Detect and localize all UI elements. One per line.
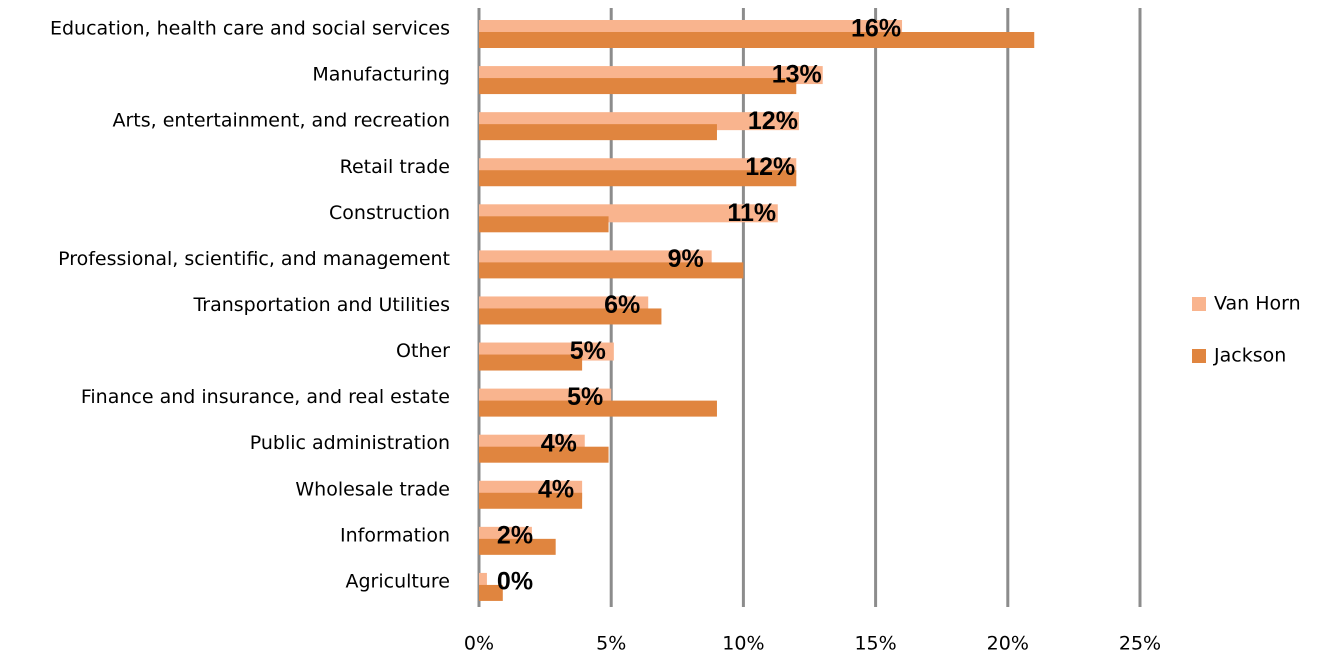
bar xyxy=(479,262,744,279)
bar xyxy=(479,572,487,591)
bar xyxy=(479,124,717,141)
data-label: 4% xyxy=(541,429,577,457)
y-tick-label: Other xyxy=(396,340,450,362)
bar xyxy=(479,446,609,463)
x-tick-label: 10% xyxy=(722,633,764,655)
bar xyxy=(479,308,662,325)
data-label: 5% xyxy=(567,383,603,411)
y-tick-label: Retail trade xyxy=(340,156,450,178)
y-tick-label: Finance and insurance, and real estate xyxy=(81,386,450,408)
y-tick-label: Manufacturing xyxy=(312,64,450,86)
bar xyxy=(479,32,1035,48)
y-tick-label: Transportation and Utilities xyxy=(192,294,450,316)
y-tick-label: Arts, entertainment, and recreation xyxy=(112,110,450,132)
y-tick-label: Wholesale trade xyxy=(295,478,450,500)
bar xyxy=(479,170,797,187)
bar xyxy=(479,492,583,509)
y-tick-label: Construction xyxy=(329,202,450,224)
data-label: 11% xyxy=(727,199,776,227)
data-label: 9% xyxy=(668,245,704,273)
y-tick-label: Public administration xyxy=(250,432,450,454)
x-tick-label: 0% xyxy=(464,633,494,655)
legend-label: Van Horn xyxy=(1214,293,1301,315)
data-label: 6% xyxy=(604,291,640,319)
y-tick-label: Agriculture xyxy=(346,570,451,592)
data-label: 5% xyxy=(570,337,606,365)
legend-swatch xyxy=(1192,297,1206,311)
x-tick-label: 15% xyxy=(854,633,896,655)
bar xyxy=(479,78,797,95)
y-tick-label: Education, health care and social servic… xyxy=(50,18,450,40)
y-tick-label: Professional, scientific, and management xyxy=(58,248,450,270)
data-label: 4% xyxy=(538,475,574,503)
legend-swatch xyxy=(1192,349,1206,363)
bar xyxy=(479,354,583,371)
bar xyxy=(479,538,556,555)
x-tick-label: 5% xyxy=(596,633,626,655)
x-tick-label: 20% xyxy=(987,633,1029,655)
data-label: 13% xyxy=(772,61,822,89)
data-label: 12% xyxy=(745,153,795,181)
bar xyxy=(479,400,717,417)
bar xyxy=(479,584,503,601)
data-label: 2% xyxy=(497,521,533,549)
y-tick-label: Information xyxy=(340,524,450,546)
data-label: 12% xyxy=(748,107,798,135)
data-label: 16% xyxy=(851,15,901,43)
bar xyxy=(479,216,609,233)
data-label: 0% xyxy=(497,568,533,596)
x-tick-label: 25% xyxy=(1119,633,1161,655)
legend-label: Jackson xyxy=(1213,345,1286,367)
